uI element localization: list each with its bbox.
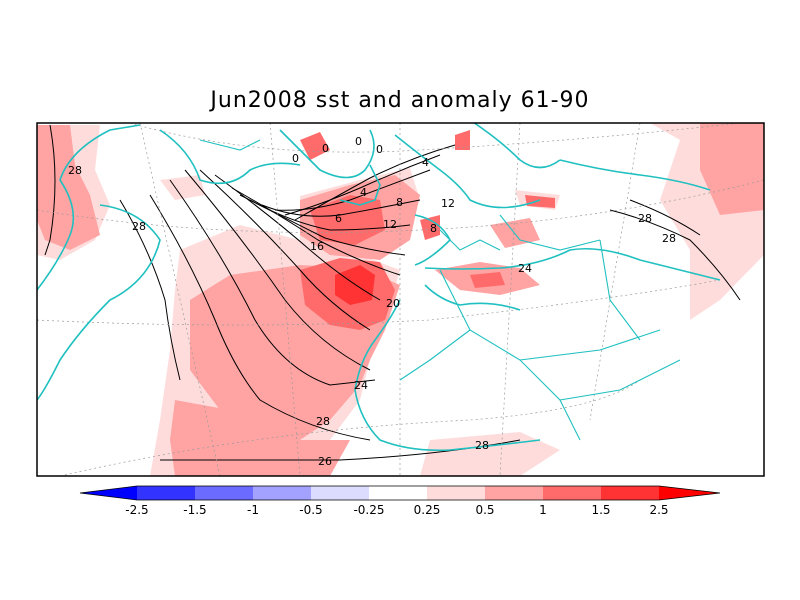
colorbar-swatch xyxy=(427,486,485,500)
contour-label: 0 xyxy=(292,152,299,165)
colorbar: -2.5 -1.5 -1 -0.5 -0.25 0.25 0.5 1 1.5 2… xyxy=(79,485,721,517)
colorbar-tick-label: -2.5 xyxy=(125,503,148,517)
colorbar-swatch xyxy=(137,486,195,500)
contour-label: 4 xyxy=(422,156,429,169)
colorbar-tick-label: -1.5 xyxy=(183,503,206,517)
colorbar-tick-label: -0.25 xyxy=(353,503,384,517)
graticule xyxy=(37,123,764,476)
contour-label: 20 xyxy=(386,297,400,310)
contour-label: 28 xyxy=(316,415,330,428)
colorbar-tick-label: 1 xyxy=(539,503,547,517)
contour-label: 28 xyxy=(475,439,489,452)
contour-label: 28 xyxy=(68,164,82,177)
colorbar-swatch xyxy=(369,486,427,500)
contour-label: 6 xyxy=(335,212,342,225)
colorbar-swatch xyxy=(485,486,543,500)
colorbar-tick-label: -1 xyxy=(247,503,259,517)
colorbar-swatch xyxy=(80,486,137,500)
map-frame xyxy=(36,122,765,477)
contour-label: 12 xyxy=(441,197,455,210)
contour-labels: 28 28 0 0 0 0 4 4 8 6 8 12 12 16 20 24 2… xyxy=(68,135,676,468)
contour-label: 0 xyxy=(355,135,362,148)
colorbar-swatch xyxy=(311,486,369,500)
contour-label: 28 xyxy=(638,212,652,225)
coastlines xyxy=(37,123,721,452)
colorbar-outline xyxy=(79,485,721,501)
contour-label: 0 xyxy=(376,143,383,156)
contour-label: 0 xyxy=(322,142,329,155)
colorbar-tick-label: 0.25 xyxy=(414,503,441,517)
map-title: Jun2008 sst and anomaly 61-90 xyxy=(210,88,590,113)
contour-label: 16 xyxy=(310,240,324,253)
colorbar-tick-label: -0.5 xyxy=(299,503,322,517)
colorbar-swatch xyxy=(253,486,311,500)
contour-label: 8 xyxy=(396,196,403,209)
colorbar-swatch xyxy=(601,486,659,500)
colorbar-tick-label: 0.5 xyxy=(475,503,494,517)
contour-label: 8 xyxy=(430,222,437,235)
colorbar-swatch xyxy=(543,486,601,500)
country-borders xyxy=(199,139,681,441)
contour-label: 24 xyxy=(354,379,368,392)
colorbar-tick-label: 1.5 xyxy=(591,503,610,517)
contour-label: 28 xyxy=(662,232,676,245)
colorbar-tick-label: 2.5 xyxy=(649,503,668,517)
contour-label: 26 xyxy=(318,455,332,468)
colorbar-swatch xyxy=(195,486,253,500)
contour-label: 28 xyxy=(132,220,146,233)
colorbar-swatch xyxy=(659,486,720,500)
contour-label: 4 xyxy=(360,186,367,199)
contour-label: 12 xyxy=(383,218,397,231)
contour-label: 24 xyxy=(518,262,532,275)
